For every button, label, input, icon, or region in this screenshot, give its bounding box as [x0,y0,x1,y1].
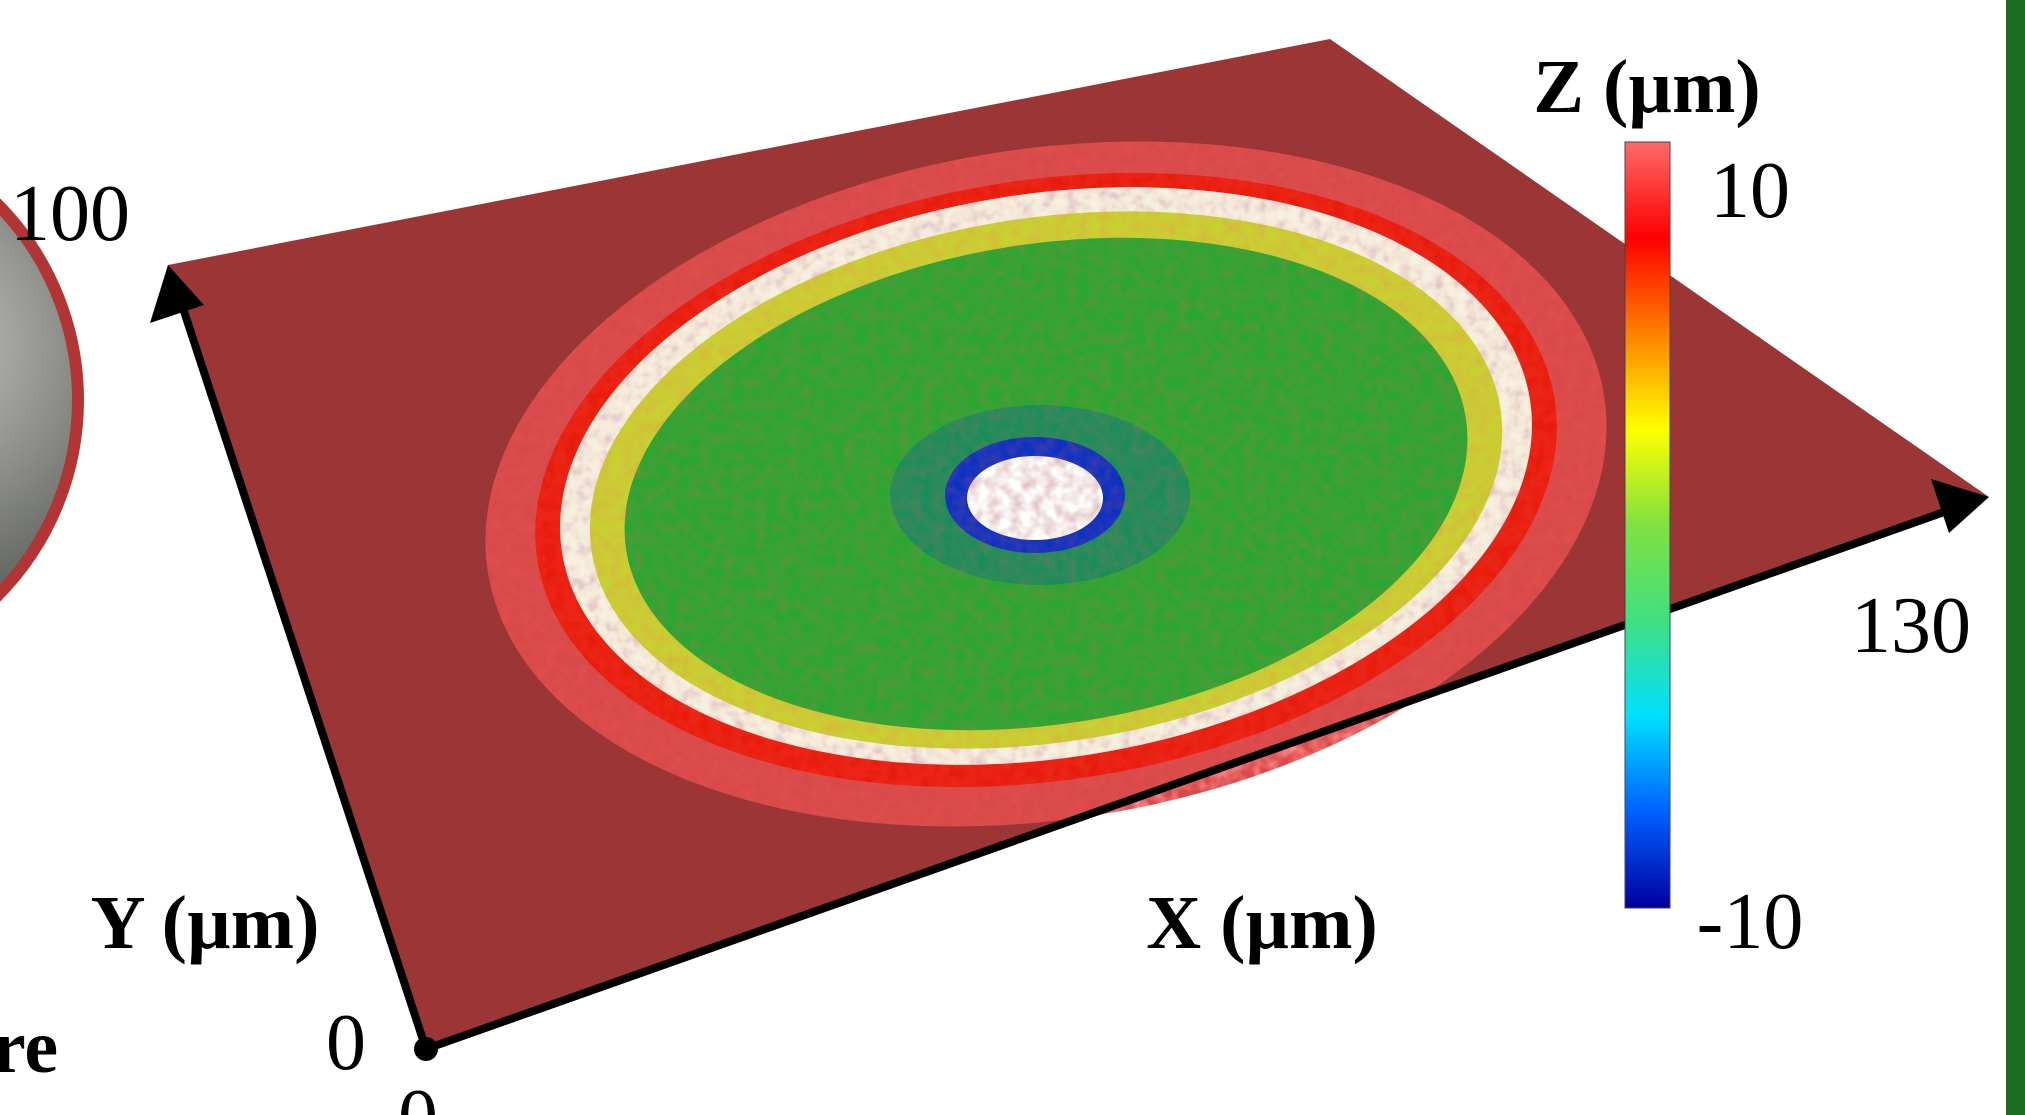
x-tick-label: 130 [1851,582,1971,670]
colorbar-tick-label: -10 [1697,878,1804,966]
x-axis-label: X (µm) [1146,881,1378,965]
panel-border [2006,0,2025,1115]
y-tick-label: 100 [10,170,130,258]
y-axis-label: Y (µm) [91,881,320,965]
colorbar [1625,142,1670,908]
y-tick-label: 0 [326,999,366,1087]
cropped-text: re [0,1005,58,1089]
origin-dot [414,1037,438,1061]
colorbar-tick-label: 10 [1710,147,1790,235]
page: {"chart_data":{"type":"surface", "x_labe… [0,0,2025,1115]
z-axis-label: Z (µm) [1533,45,1760,129]
x-tick-label: 0 [398,1074,438,1115]
pit-hole [967,456,1103,540]
figure: 0 130 0 100 Z (µm) Y (µm) X (µm) re -10 10 [0,0,2025,1115]
